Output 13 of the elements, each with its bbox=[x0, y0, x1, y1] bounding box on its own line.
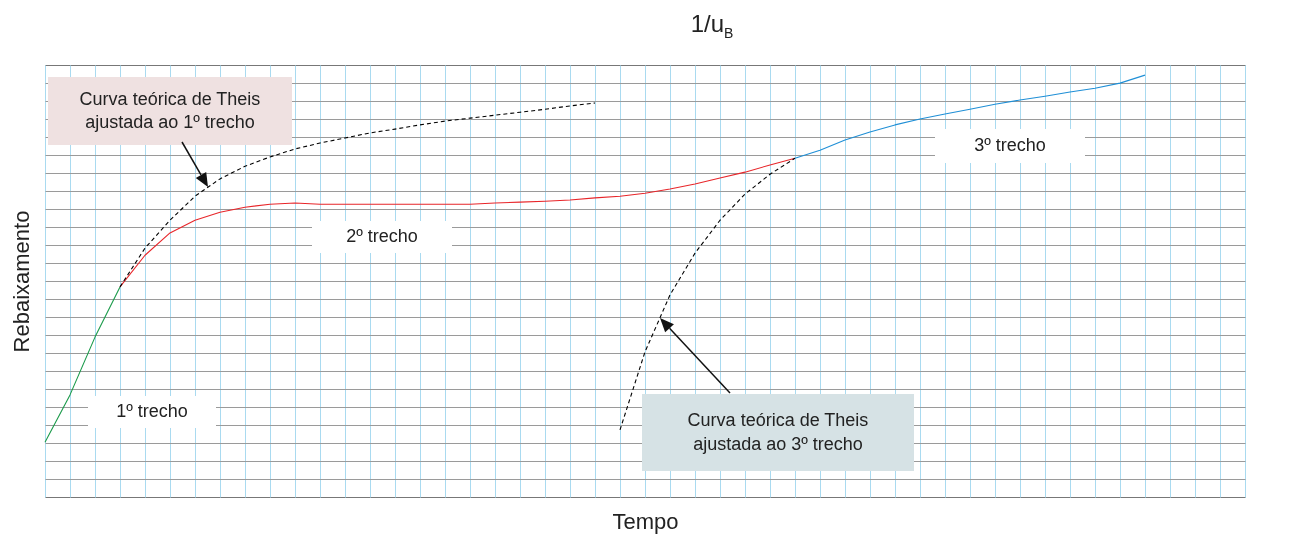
annotation: Curva teórica de Theis ajustada ao 1º trecho bbox=[79, 87, 261, 134]
text-box: Curva teórica de Theis ajustada ao 3º trecho bbox=[642, 394, 914, 471]
chart-title: 1/u$_{B}$ bbox=[689, 10, 735, 41]
annotation: Curva teórica de Theis ajustada ao 3º trecho bbox=[687, 409, 869, 456]
text-box: 3º trecho bbox=[935, 129, 1085, 163]
annotation: 3º trecho bbox=[974, 134, 1046, 158]
annotation: 2º trecho bbox=[346, 225, 418, 249]
text-box: 1º trecho bbox=[88, 396, 216, 428]
annotation: 1º trecho bbox=[116, 400, 188, 424]
x-axis-title: Tempo bbox=[612, 508, 679, 534]
text-box: 2º trecho bbox=[312, 221, 452, 253]
y-axis-title: Rebaixamento bbox=[8, 210, 34, 353]
text-box: Curva teórica de Theis ajustada ao 1º trecho bbox=[48, 77, 292, 145]
